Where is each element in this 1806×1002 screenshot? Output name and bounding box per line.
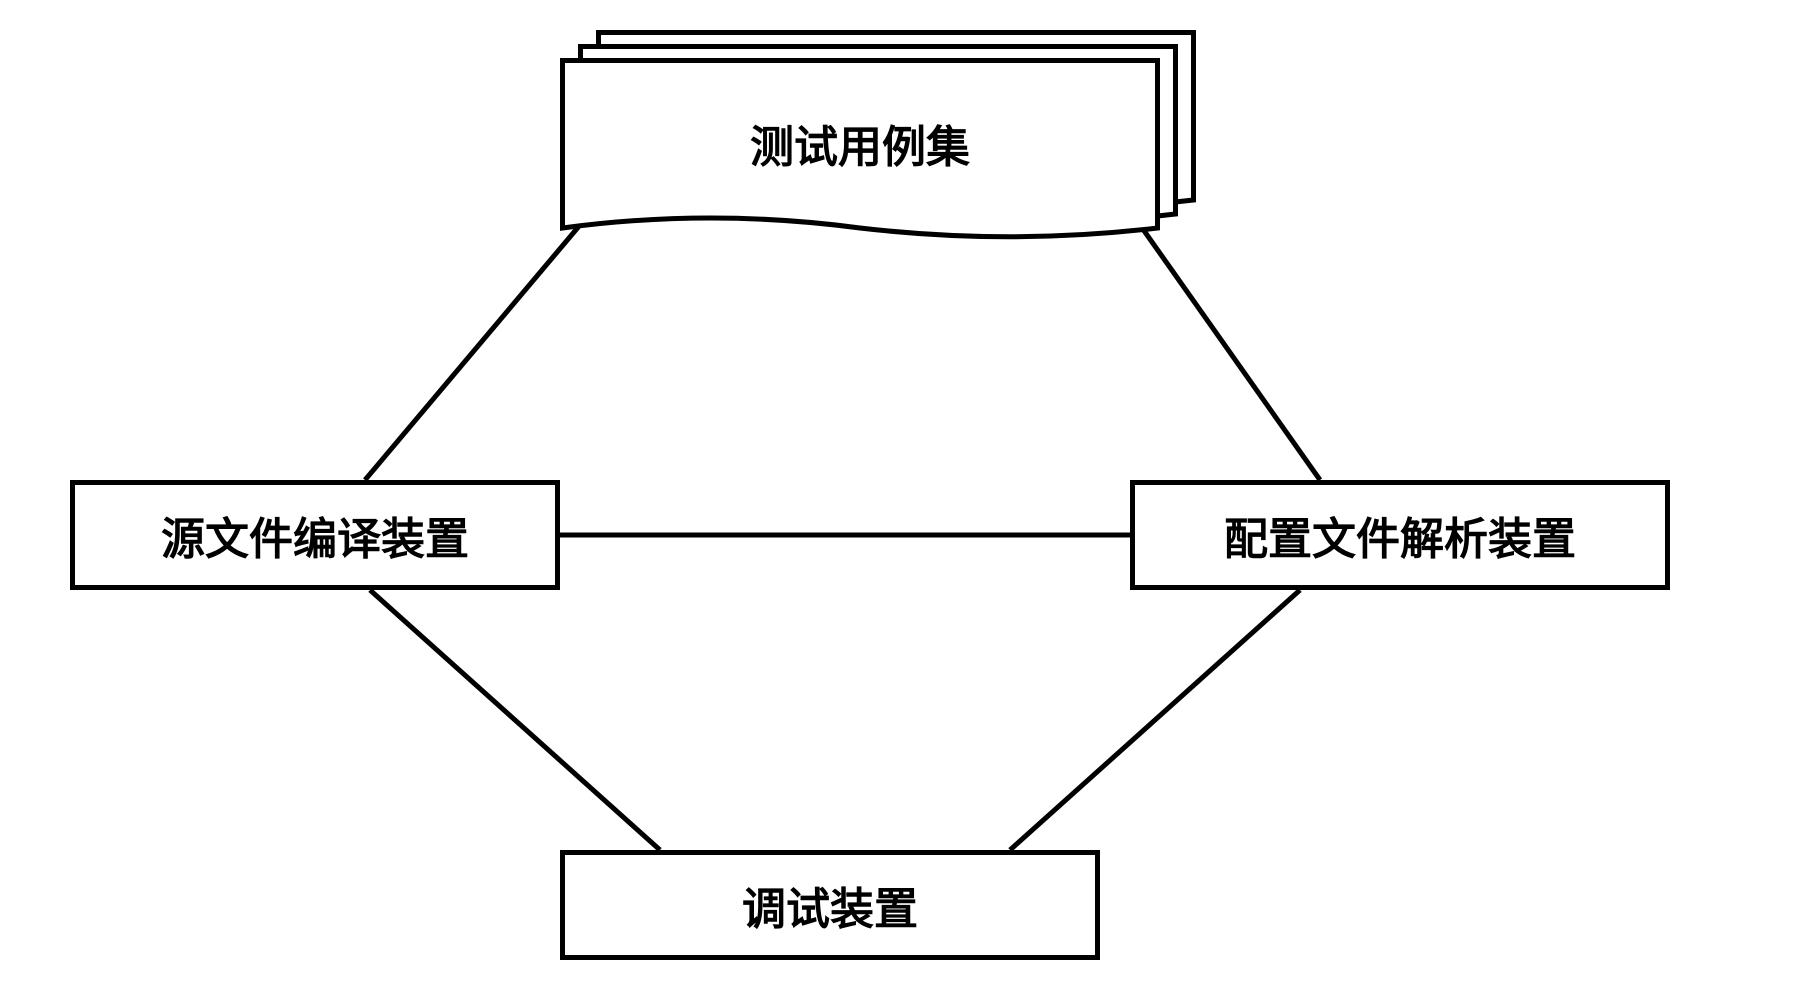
node-config-parser: 配置文件解析装置 bbox=[1130, 480, 1670, 590]
node-source-compiler-label: 源文件编译装置 bbox=[161, 503, 469, 567]
node-test-case-set: 测试用例集 bbox=[560, 30, 1196, 248]
node-debugger: 调试装置 bbox=[560, 850, 1100, 960]
diagram-container: 测试用例集 源文件编译装置 配置文件解析装置 调试装置 bbox=[0, 0, 1806, 1002]
node-source-compiler: 源文件编译装置 bbox=[70, 480, 560, 590]
node-debugger-label: 调试装置 bbox=[742, 873, 918, 937]
node-test-case-set-label: 测试用例集 bbox=[560, 111, 1160, 175]
node-config-parser-label: 配置文件解析装置 bbox=[1224, 503, 1576, 567]
